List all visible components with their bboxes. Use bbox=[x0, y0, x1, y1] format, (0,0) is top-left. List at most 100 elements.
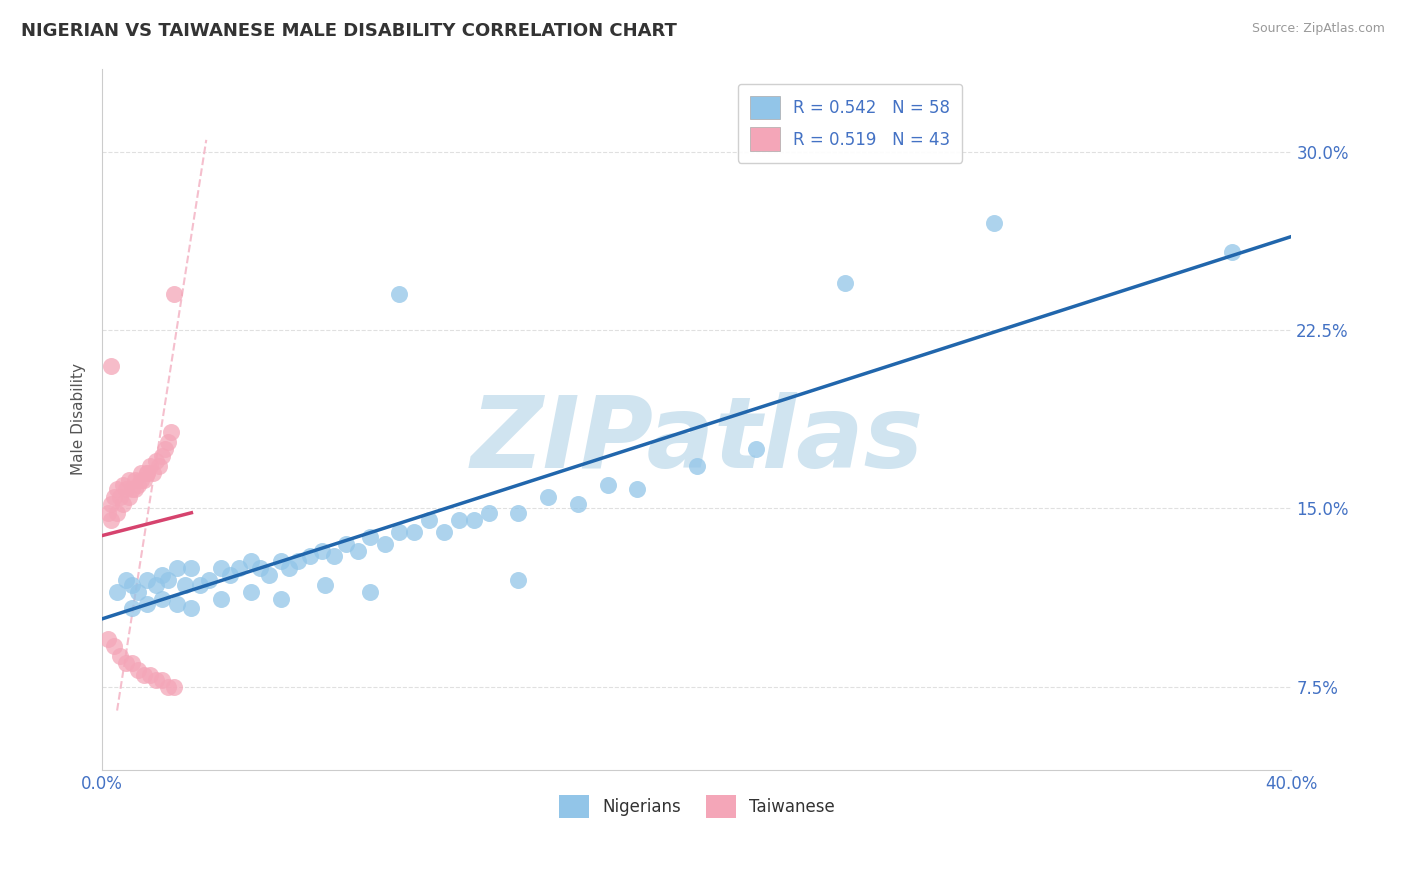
Point bbox=[121, 601, 143, 615]
Point bbox=[115, 483, 138, 497]
Point bbox=[148, 458, 170, 473]
Point bbox=[124, 473, 146, 487]
Point bbox=[150, 568, 173, 582]
Point bbox=[105, 506, 128, 520]
Point bbox=[249, 561, 271, 575]
Point bbox=[100, 513, 122, 527]
Point bbox=[433, 525, 456, 540]
Point bbox=[108, 648, 131, 663]
Point bbox=[118, 473, 141, 487]
Point bbox=[270, 591, 292, 606]
Point bbox=[127, 663, 149, 677]
Point bbox=[463, 513, 485, 527]
Point bbox=[278, 561, 301, 575]
Point bbox=[115, 573, 138, 587]
Point bbox=[447, 513, 470, 527]
Text: ZIPatlas: ZIPatlas bbox=[470, 392, 924, 489]
Point bbox=[239, 584, 262, 599]
Point bbox=[537, 490, 560, 504]
Point bbox=[135, 466, 157, 480]
Point bbox=[103, 640, 125, 654]
Point bbox=[145, 454, 167, 468]
Point bbox=[145, 577, 167, 591]
Y-axis label: Male Disability: Male Disability bbox=[72, 363, 86, 475]
Point bbox=[127, 477, 149, 491]
Point bbox=[418, 513, 440, 527]
Point bbox=[97, 632, 120, 647]
Point bbox=[108, 490, 131, 504]
Point bbox=[686, 458, 709, 473]
Point bbox=[156, 573, 179, 587]
Point bbox=[150, 449, 173, 463]
Point bbox=[139, 458, 162, 473]
Point bbox=[118, 490, 141, 504]
Point bbox=[508, 573, 530, 587]
Point bbox=[135, 597, 157, 611]
Point bbox=[105, 584, 128, 599]
Point bbox=[159, 425, 181, 440]
Point bbox=[142, 466, 165, 480]
Point bbox=[105, 483, 128, 497]
Point bbox=[388, 525, 411, 540]
Point bbox=[150, 591, 173, 606]
Point bbox=[180, 601, 202, 615]
Point bbox=[335, 537, 357, 551]
Point bbox=[228, 561, 250, 575]
Point bbox=[299, 549, 322, 563]
Point bbox=[359, 584, 381, 599]
Point bbox=[745, 442, 768, 456]
Point bbox=[111, 477, 134, 491]
Point bbox=[209, 591, 232, 606]
Point bbox=[100, 359, 122, 373]
Point bbox=[132, 473, 155, 487]
Point bbox=[404, 525, 426, 540]
Point bbox=[174, 577, 197, 591]
Point bbox=[150, 673, 173, 687]
Point bbox=[121, 656, 143, 670]
Point bbox=[347, 544, 370, 558]
Point bbox=[180, 561, 202, 575]
Point bbox=[270, 554, 292, 568]
Point bbox=[478, 506, 501, 520]
Point bbox=[132, 668, 155, 682]
Point bbox=[198, 573, 221, 587]
Point bbox=[323, 549, 346, 563]
Point bbox=[162, 680, 184, 694]
Point bbox=[374, 537, 396, 551]
Point bbox=[153, 442, 176, 456]
Text: NIGERIAN VS TAIWANESE MALE DISABILITY CORRELATION CHART: NIGERIAN VS TAIWANESE MALE DISABILITY CO… bbox=[21, 22, 676, 40]
Point bbox=[139, 668, 162, 682]
Point bbox=[983, 216, 1005, 230]
Point bbox=[388, 287, 411, 301]
Point bbox=[115, 656, 138, 670]
Point bbox=[1220, 244, 1243, 259]
Text: Source: ZipAtlas.com: Source: ZipAtlas.com bbox=[1251, 22, 1385, 36]
Point bbox=[287, 554, 309, 568]
Point bbox=[166, 561, 188, 575]
Point bbox=[135, 573, 157, 587]
Point bbox=[129, 473, 152, 487]
Point bbox=[508, 506, 530, 520]
Point bbox=[834, 276, 856, 290]
Point bbox=[311, 544, 333, 558]
Point bbox=[121, 483, 143, 497]
Legend: Nigerians, Taiwanese: Nigerians, Taiwanese bbox=[553, 788, 842, 825]
Point bbox=[156, 434, 179, 449]
Point bbox=[111, 497, 134, 511]
Point bbox=[121, 577, 143, 591]
Point bbox=[129, 466, 152, 480]
Point bbox=[124, 483, 146, 497]
Point bbox=[166, 597, 188, 611]
Point bbox=[97, 506, 120, 520]
Point bbox=[239, 554, 262, 568]
Point bbox=[127, 584, 149, 599]
Point bbox=[100, 497, 122, 511]
Point bbox=[188, 577, 211, 591]
Point bbox=[626, 483, 648, 497]
Point bbox=[257, 568, 280, 582]
Point bbox=[135, 466, 157, 480]
Point bbox=[314, 577, 336, 591]
Point bbox=[359, 530, 381, 544]
Point bbox=[219, 568, 242, 582]
Point bbox=[156, 680, 179, 694]
